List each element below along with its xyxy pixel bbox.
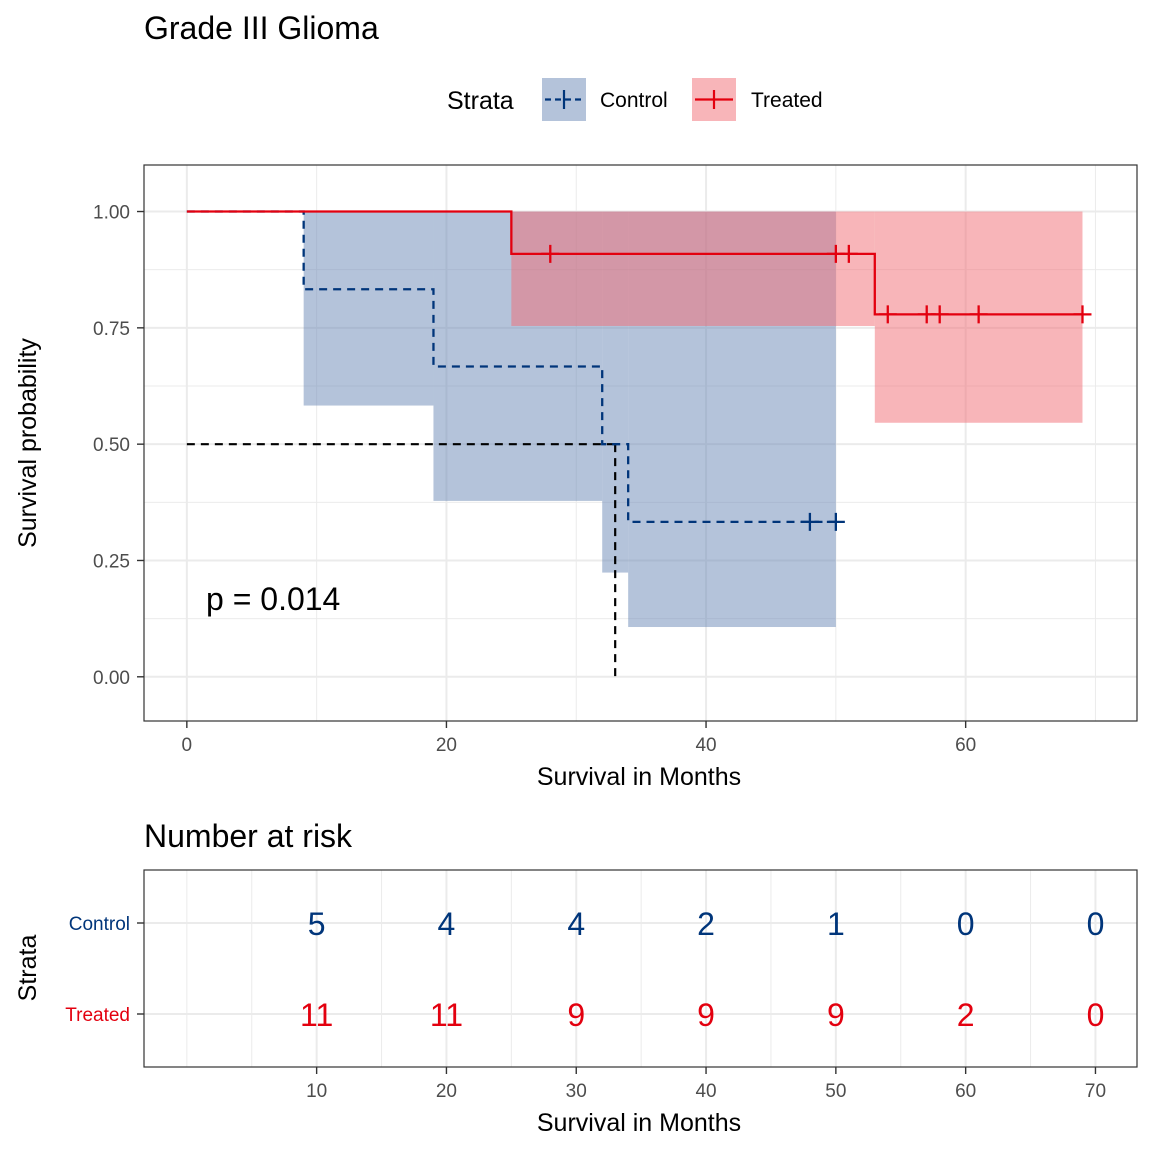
risk-value-treated: 9 bbox=[697, 997, 715, 1033]
risk-value-control: 5 bbox=[308, 906, 326, 942]
censor-mark-treated bbox=[969, 305, 988, 324]
median-survival-lines bbox=[186, 443, 617, 677]
risk-value-treated: 11 bbox=[300, 997, 333, 1033]
survival-x-axis-title: Survival in Months bbox=[537, 763, 741, 791]
risk-table-border bbox=[143, 869, 1138, 1068]
risk-row-label-treated: Treated bbox=[65, 1005, 130, 1026]
censor-mark-control bbox=[826, 512, 845, 531]
x-tick-label: 60 bbox=[955, 735, 976, 756]
x-tick-label: 40 bbox=[695, 735, 716, 756]
risk-table-grid bbox=[144, 870, 1137, 1067]
survival-x-axis: 0 20 40 60 bbox=[182, 721, 976, 756]
x-tick-label: 20 bbox=[436, 735, 457, 756]
p-value-label: p = 0.014 bbox=[206, 581, 340, 617]
risk-x-tick-label: 60 bbox=[955, 1081, 976, 1102]
y-tick-label: 0.25 bbox=[93, 551, 130, 572]
risk-table-background bbox=[144, 870, 1137, 1067]
censor-mark-treated bbox=[839, 244, 858, 263]
risk-x-tick-label: 50 bbox=[825, 1081, 846, 1102]
censor-marks bbox=[541, 244, 1092, 531]
risk-x-axis-title: Survival in Months bbox=[537, 1109, 741, 1137]
risk-value-control: 4 bbox=[567, 906, 585, 942]
risk-x-tick-label: 20 bbox=[436, 1081, 457, 1102]
censor-mark-control bbox=[800, 512, 819, 531]
risk-value-control: 0 bbox=[957, 906, 975, 942]
risk-y-axis-title: Strata bbox=[14, 935, 42, 1002]
risk-value-treated: 2 bbox=[957, 997, 975, 1033]
y-tick-label: 0.50 bbox=[93, 435, 130, 456]
risk-row-label-control: Control bbox=[69, 914, 130, 935]
risk-x-tick-label: 40 bbox=[695, 1081, 716, 1102]
censor-mark-treated bbox=[541, 244, 560, 263]
survival-plot-panel: p = 0.014 0.00 0.25 0.50 0.75 1.00 0 20 40 60 bbox=[93, 164, 1138, 756]
survival-curve-treated bbox=[186, 210, 1083, 316]
censor-mark-treated bbox=[930, 305, 949, 324]
survival-plot-border bbox=[143, 164, 1138, 722]
y-tick-label: 0.75 bbox=[93, 319, 130, 340]
chart-title: Grade III Glioma bbox=[144, 10, 379, 46]
confidence-band-control bbox=[303, 211, 434, 406]
confidence-bands bbox=[303, 211, 1083, 628]
risk-value-treated: 9 bbox=[567, 997, 585, 1033]
risk-table-title: Number at risk bbox=[144, 818, 353, 854]
survival-curve-control bbox=[186, 210, 836, 524]
risk-value-control: 0 bbox=[1087, 906, 1105, 942]
censor-mark-treated bbox=[878, 305, 897, 324]
confidence-band-treated bbox=[511, 211, 875, 326]
risk-value-treated: 11 bbox=[430, 997, 463, 1033]
risk-value-control: 1 bbox=[827, 906, 845, 942]
survival-curves bbox=[186, 210, 1083, 524]
y-tick-label: 1.00 bbox=[93, 203, 130, 224]
risk-x-tick-label: 10 bbox=[306, 1081, 327, 1102]
risk-table-values: 5 4 4 2 1 0 0 11 11 9 9 9 2 0 bbox=[300, 906, 1104, 1033]
risk-value-control: 4 bbox=[438, 906, 456, 942]
risk-value-treated: 0 bbox=[1087, 997, 1105, 1033]
risk-value-control: 2 bbox=[697, 906, 715, 942]
legend-label-control: Control bbox=[600, 89, 668, 112]
legend: Strata Control Treated bbox=[447, 78, 823, 121]
risk-value-treated: 9 bbox=[827, 997, 845, 1033]
x-tick-label: 0 bbox=[182, 735, 193, 756]
legend-title: Strata bbox=[447, 87, 514, 115]
legend-label-treated: Treated bbox=[751, 89, 823, 112]
survival-y-axis-title: Survival probability bbox=[14, 338, 42, 548]
y-tick-label: 0.00 bbox=[93, 668, 130, 689]
risk-x-tick-label: 30 bbox=[566, 1081, 587, 1102]
risk-table-y-axis: Control Treated bbox=[65, 914, 144, 1026]
risk-x-tick-label: 70 bbox=[1085, 1081, 1106, 1102]
survival-y-axis: 0.00 0.25 0.50 0.75 1.00 bbox=[93, 203, 144, 689]
censor-mark-treated bbox=[1073, 305, 1092, 324]
risk-table-x-axis: 10 20 30 40 50 60 70 bbox=[306, 1067, 1106, 1102]
